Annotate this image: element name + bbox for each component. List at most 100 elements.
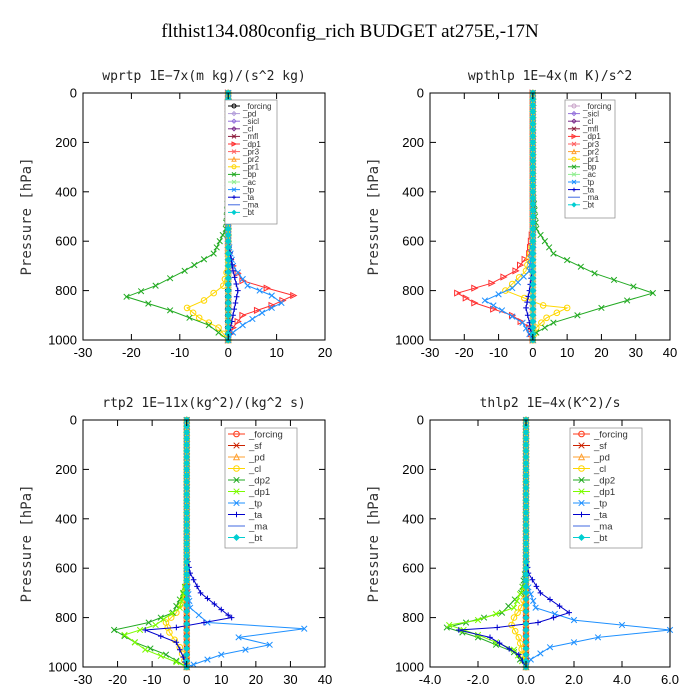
y-axis-label: Pressure [hPa]	[19, 157, 35, 275]
x-tick-label: 20	[249, 672, 263, 687]
legend-label: _forcing	[242, 102, 271, 111]
data-point	[256, 287, 263, 294]
data-point	[490, 305, 498, 313]
x-tick-label: 20	[594, 345, 608, 360]
data-point	[157, 652, 164, 660]
legend-item: _dp1	[568, 132, 601, 141]
data-point	[219, 231, 226, 239]
data-point	[510, 614, 518, 621]
data-point	[136, 626, 144, 634]
x-tick-label: 10	[269, 345, 283, 360]
legend-label: _bt	[593, 533, 608, 544]
legend-item: _tp	[573, 498, 607, 509]
data-point	[162, 651, 170, 658]
data-point	[213, 244, 220, 251]
legend-label: _bt	[248, 533, 263, 544]
plot-frame	[429, 92, 671, 341]
legend-label: _pr3	[242, 147, 260, 156]
legend-label: _dp1	[593, 487, 615, 498]
series-markers-dp1	[121, 416, 190, 671]
x-tick-label: -30	[421, 345, 440, 360]
legend-label: _pd	[242, 109, 256, 118]
legend-label: _cl	[248, 464, 261, 475]
x-tick-label: 30	[283, 672, 297, 687]
y-tick-label: 1000	[395, 660, 424, 675]
data-point	[551, 610, 558, 618]
x-tick-label: -20	[455, 345, 474, 360]
data-point	[456, 627, 462, 633]
data-point	[454, 289, 462, 297]
legend-label: _bp	[242, 170, 257, 179]
legend-item: _cl	[568, 117, 593, 126]
legend-item: _ma	[568, 193, 599, 202]
data-point	[488, 279, 496, 287]
data-point	[195, 314, 203, 322]
data-point	[533, 583, 540, 590]
x-tick-label: 10	[560, 345, 574, 360]
x-tick-label: -10	[143, 672, 162, 687]
data-point	[123, 293, 130, 300]
x-tick-label: 40	[318, 672, 332, 687]
series-markers-pr1	[183, 89, 232, 344]
data-point	[218, 651, 225, 658]
data-point	[121, 631, 128, 639]
y-tick-label: 600	[402, 234, 424, 249]
data-point	[577, 263, 585, 270]
y-tick-label: 600	[55, 561, 77, 576]
data-point	[180, 654, 187, 660]
data-point	[598, 304, 605, 312]
legend-box	[569, 427, 643, 549]
x-tick-label: -30	[74, 672, 93, 687]
legend-item: _sf	[228, 441, 262, 452]
panel-title: thlp2 1E−4x(K^2)/s	[480, 396, 621, 411]
data-point	[186, 314, 193, 321]
data-point	[570, 639, 578, 646]
data-point	[508, 280, 516, 288]
data-point	[239, 322, 246, 329]
x-tick-label: -10	[170, 345, 189, 360]
data-point	[145, 619, 152, 626]
legend-label: _dp1	[582, 132, 601, 141]
data-point	[242, 646, 249, 653]
legend-label: _ta	[582, 185, 595, 194]
x-tick-label: -30	[74, 345, 93, 360]
x-tick-label: 6.0	[661, 672, 679, 687]
data-point	[205, 322, 212, 329]
data-point	[510, 604, 518, 611]
y-tick-label: 400	[402, 184, 424, 199]
data-point	[229, 262, 237, 270]
data-point	[543, 314, 550, 322]
data-point	[553, 309, 561, 317]
data-point	[517, 604, 525, 612]
data-point	[623, 297, 631, 304]
data-point	[210, 250, 217, 257]
y-tick-label: 800	[402, 610, 424, 625]
data-point	[523, 305, 529, 311]
data-point	[515, 274, 523, 281]
data-point	[566, 609, 572, 616]
series-line-bp	[125, 93, 229, 341]
data-point	[506, 646, 512, 652]
data-point	[494, 624, 500, 631]
data-point	[194, 583, 200, 590]
legend-label: _pd	[248, 452, 265, 463]
legend-item: _forcing	[228, 429, 283, 440]
y-tick-label: 200	[55, 135, 77, 150]
series-markers-bp	[123, 89, 232, 344]
data-point	[512, 267, 520, 275]
y-tick-label: 800	[55, 610, 77, 625]
panel-title: rtp2 1E−11x(kg^2)/(kg^2 s)	[102, 396, 306, 411]
data-point	[492, 610, 500, 618]
data-point	[538, 319, 545, 327]
data-point	[570, 616, 578, 624]
x-tick-label: 40	[663, 345, 677, 360]
legend-label: _sicl	[242, 117, 259, 126]
data-point	[563, 256, 571, 264]
legend-item: _bt	[568, 201, 595, 210]
data-point	[474, 616, 482, 624]
data-point	[204, 595, 211, 602]
legend-item: _sf	[573, 441, 607, 452]
legend-item: _pr1	[568, 155, 600, 164]
legend-item: _pr3	[568, 140, 600, 149]
